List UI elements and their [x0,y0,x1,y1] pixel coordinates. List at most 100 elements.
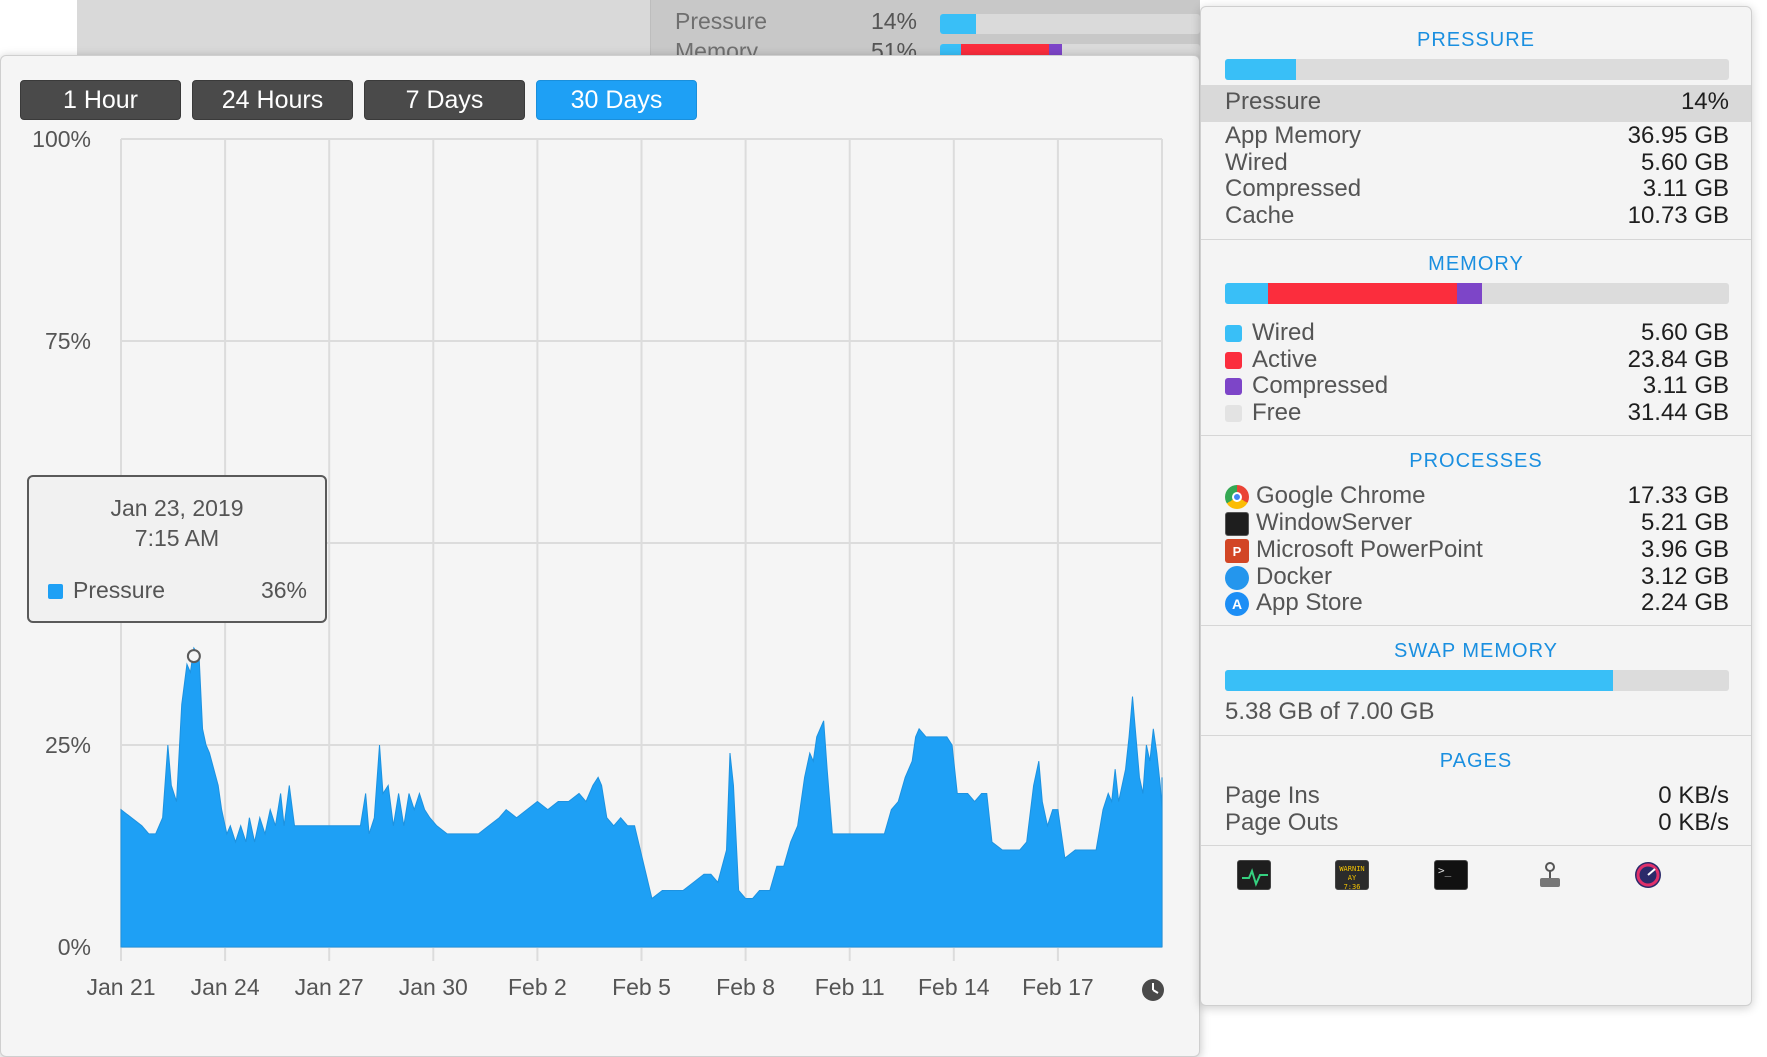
process-windowserver-value: 5.21 GB [1640,509,1729,536]
wired-label: Wired [1225,149,1288,176]
free-swatch [1225,405,1242,422]
pressure-chart[interactable]: 100% 75% 25% 0% Jan 21 Jan 24 Jan 27 Jan 30 Feb… [1,56,1199,1056]
background-pressure-row: Pressure 14% [675,8,1200,34]
x-tick-label: Feb 14 [918,974,990,1000]
pressure-area-series [120,646,1163,948]
background-pressure-bar [940,14,1200,34]
terminal-icon[interactable]: >_ [1434,860,1468,890]
process-row-powerpoint[interactable]: P Microsoft PowerPoint 3.96 GB [1225,536,1729,566]
wired-swatch [1225,325,1242,342]
page-outs-value: 0 KB/s [1658,809,1729,836]
background-pressure-value: 14% [870,8,917,34]
active-swatch [1225,352,1242,369]
pressure-section-title: PRESSURE [1416,29,1536,51]
swap-usage-text: 5.38 GB of 7.00 GB [1225,698,1435,725]
process-windowserver-label: WindowServer [1256,509,1413,536]
bar-segment [940,14,977,34]
memory-bar-segment [1225,283,1268,304]
footer-toolbar: WARNIN AY 7:36 >_ [1201,847,1751,906]
clock-icon[interactable] [1142,979,1164,1001]
process-row-app-store[interactable]: A App Store 2.24 GB [1225,589,1729,619]
page-ins-label: Page Ins [1225,782,1320,809]
x-tick-label: Feb 11 [815,974,885,1000]
process-chrome-value: 17.33 GB [1627,482,1729,509]
section-divider [1201,239,1751,240]
memory-active-value: 23.84 GB [1627,346,1729,373]
section-divider [1201,845,1751,846]
memory-bar-segment [1267,283,1458,304]
y-tick-label: 25% [45,732,91,758]
x-tick-label: Jan 27 [295,974,364,1000]
page-ins-row: Page Ins 0 KB/s [1225,782,1729,812]
process-row-windowserver[interactable]: WindowServer 5.21 GB [1225,509,1729,539]
compressed-swatch [1225,378,1242,395]
cache-label: Cache [1225,202,1295,229]
swap-bar [1225,670,1729,691]
process-powerpoint-label: Microsoft PowerPoint [1256,536,1483,563]
y-axis-labels: 100% 75% 25% 0% [32,126,91,960]
range-30-days-button[interactable]: 30 Days [536,80,697,120]
section-divider [1201,625,1751,626]
console-warning-line-2: AY 7:36 [1343,874,1361,891]
pressure-row-label: Pressure [1225,88,1322,115]
tooltip-series-label: Pressure [73,577,166,603]
hover-marker [186,649,201,664]
range-1-hour-button[interactable]: 1 Hour [20,80,181,120]
process-chrome-label: Google Chrome [1256,482,1426,509]
disk-utility-icon[interactable] [1631,860,1665,890]
compressed-row: Compressed 3.11 GB [1225,175,1729,205]
process-app-store-label: App Store [1256,589,1363,616]
docker-icon [1225,566,1249,590]
pressure-bar [1225,59,1729,80]
process-docker-label: Docker [1256,563,1333,590]
memory-free-value: 31.44 GB [1627,399,1729,426]
system-info-icon[interactable] [1533,860,1567,890]
x-tick-label: Feb 5 [612,974,671,1000]
background-pressure-label: Pressure [675,8,768,34]
memory-bar-segment [1457,283,1483,304]
tooltip-date: Jan 23, 2019 [110,495,244,521]
memory-active-label: Active [1252,346,1318,373]
x-tick-label: Jan 21 [86,974,155,1000]
memory-legend-free: Free 31.44 GB [1225,399,1729,429]
section-divider [1201,435,1751,436]
x-axis-labels: Jan 21 Jan 24 Jan 27 Jan 30 Feb 2 Feb 5 Feb 8 F… [86,974,1093,1000]
wired-value: 5.60 GB [1640,149,1729,176]
y-tick-label: 75% [45,328,91,354]
time-range-selector: 1 Hour 24 Hours 7 Days 30 Days [20,80,697,120]
pressure-row-value: 14% [1680,88,1729,115]
x-tick-label: Feb 17 [1022,974,1094,1000]
pressure-history-window: 1 Hour 24 Hours 7 Days 30 Days 100% 75% 25… [0,55,1200,1057]
activity-monitor-icon[interactable] [1237,860,1271,890]
swap-bar-fill [1225,670,1613,691]
pages-section-title: PAGES [1439,750,1513,772]
memory-bar [1225,283,1729,304]
swap-usage-row: 5.38 GB of 7.00 GB [1225,698,1729,728]
x-tick-label: Feb 8 [716,974,775,1000]
x-tick-label: Jan 30 [399,974,468,1000]
page-ins-value: 0 KB/s [1658,782,1729,809]
terminal-icon [1225,512,1249,536]
swap-section-title: SWAP MEMORY [1394,640,1558,662]
tooltip-series-swatch [48,584,63,599]
memory-legend-wired: Wired 5.60 GB [1225,319,1729,349]
memory-compressed-label: Compressed [1252,372,1389,399]
process-app-store-value: 2.24 GB [1640,589,1729,616]
process-powerpoint-value: 3.96 GB [1640,536,1729,563]
range-24-hours-button[interactable]: 24 Hours [192,80,353,120]
compressed-value: 3.11 GB [1642,175,1729,202]
y-tick-label: 0% [58,934,91,960]
process-row-chrome[interactable]: Google Chrome 17.33 GB [1225,482,1729,512]
process-row-docker[interactable]: Docker 3.12 GB [1225,563,1729,593]
processes-section-title: PROCESSES [1409,450,1543,472]
range-7-days-button[interactable]: 7 Days [364,80,525,120]
app-memory-value: 36.95 GB [1627,122,1729,149]
app-memory-row: App Memory 36.95 GB [1225,122,1729,152]
wired-row: Wired 5.60 GB [1225,149,1729,179]
console-icon[interactable]: WARNIN AY 7:36 [1335,860,1369,891]
section-divider [1201,735,1751,736]
chrome-icon [1225,485,1249,509]
memory-compressed-value: 3.11 GB [1642,372,1729,399]
x-tick-label: Jan 24 [191,974,260,1000]
chart-tooltip: Jan 23, 2019 7:15 AM Pressure 36% [27,475,327,623]
